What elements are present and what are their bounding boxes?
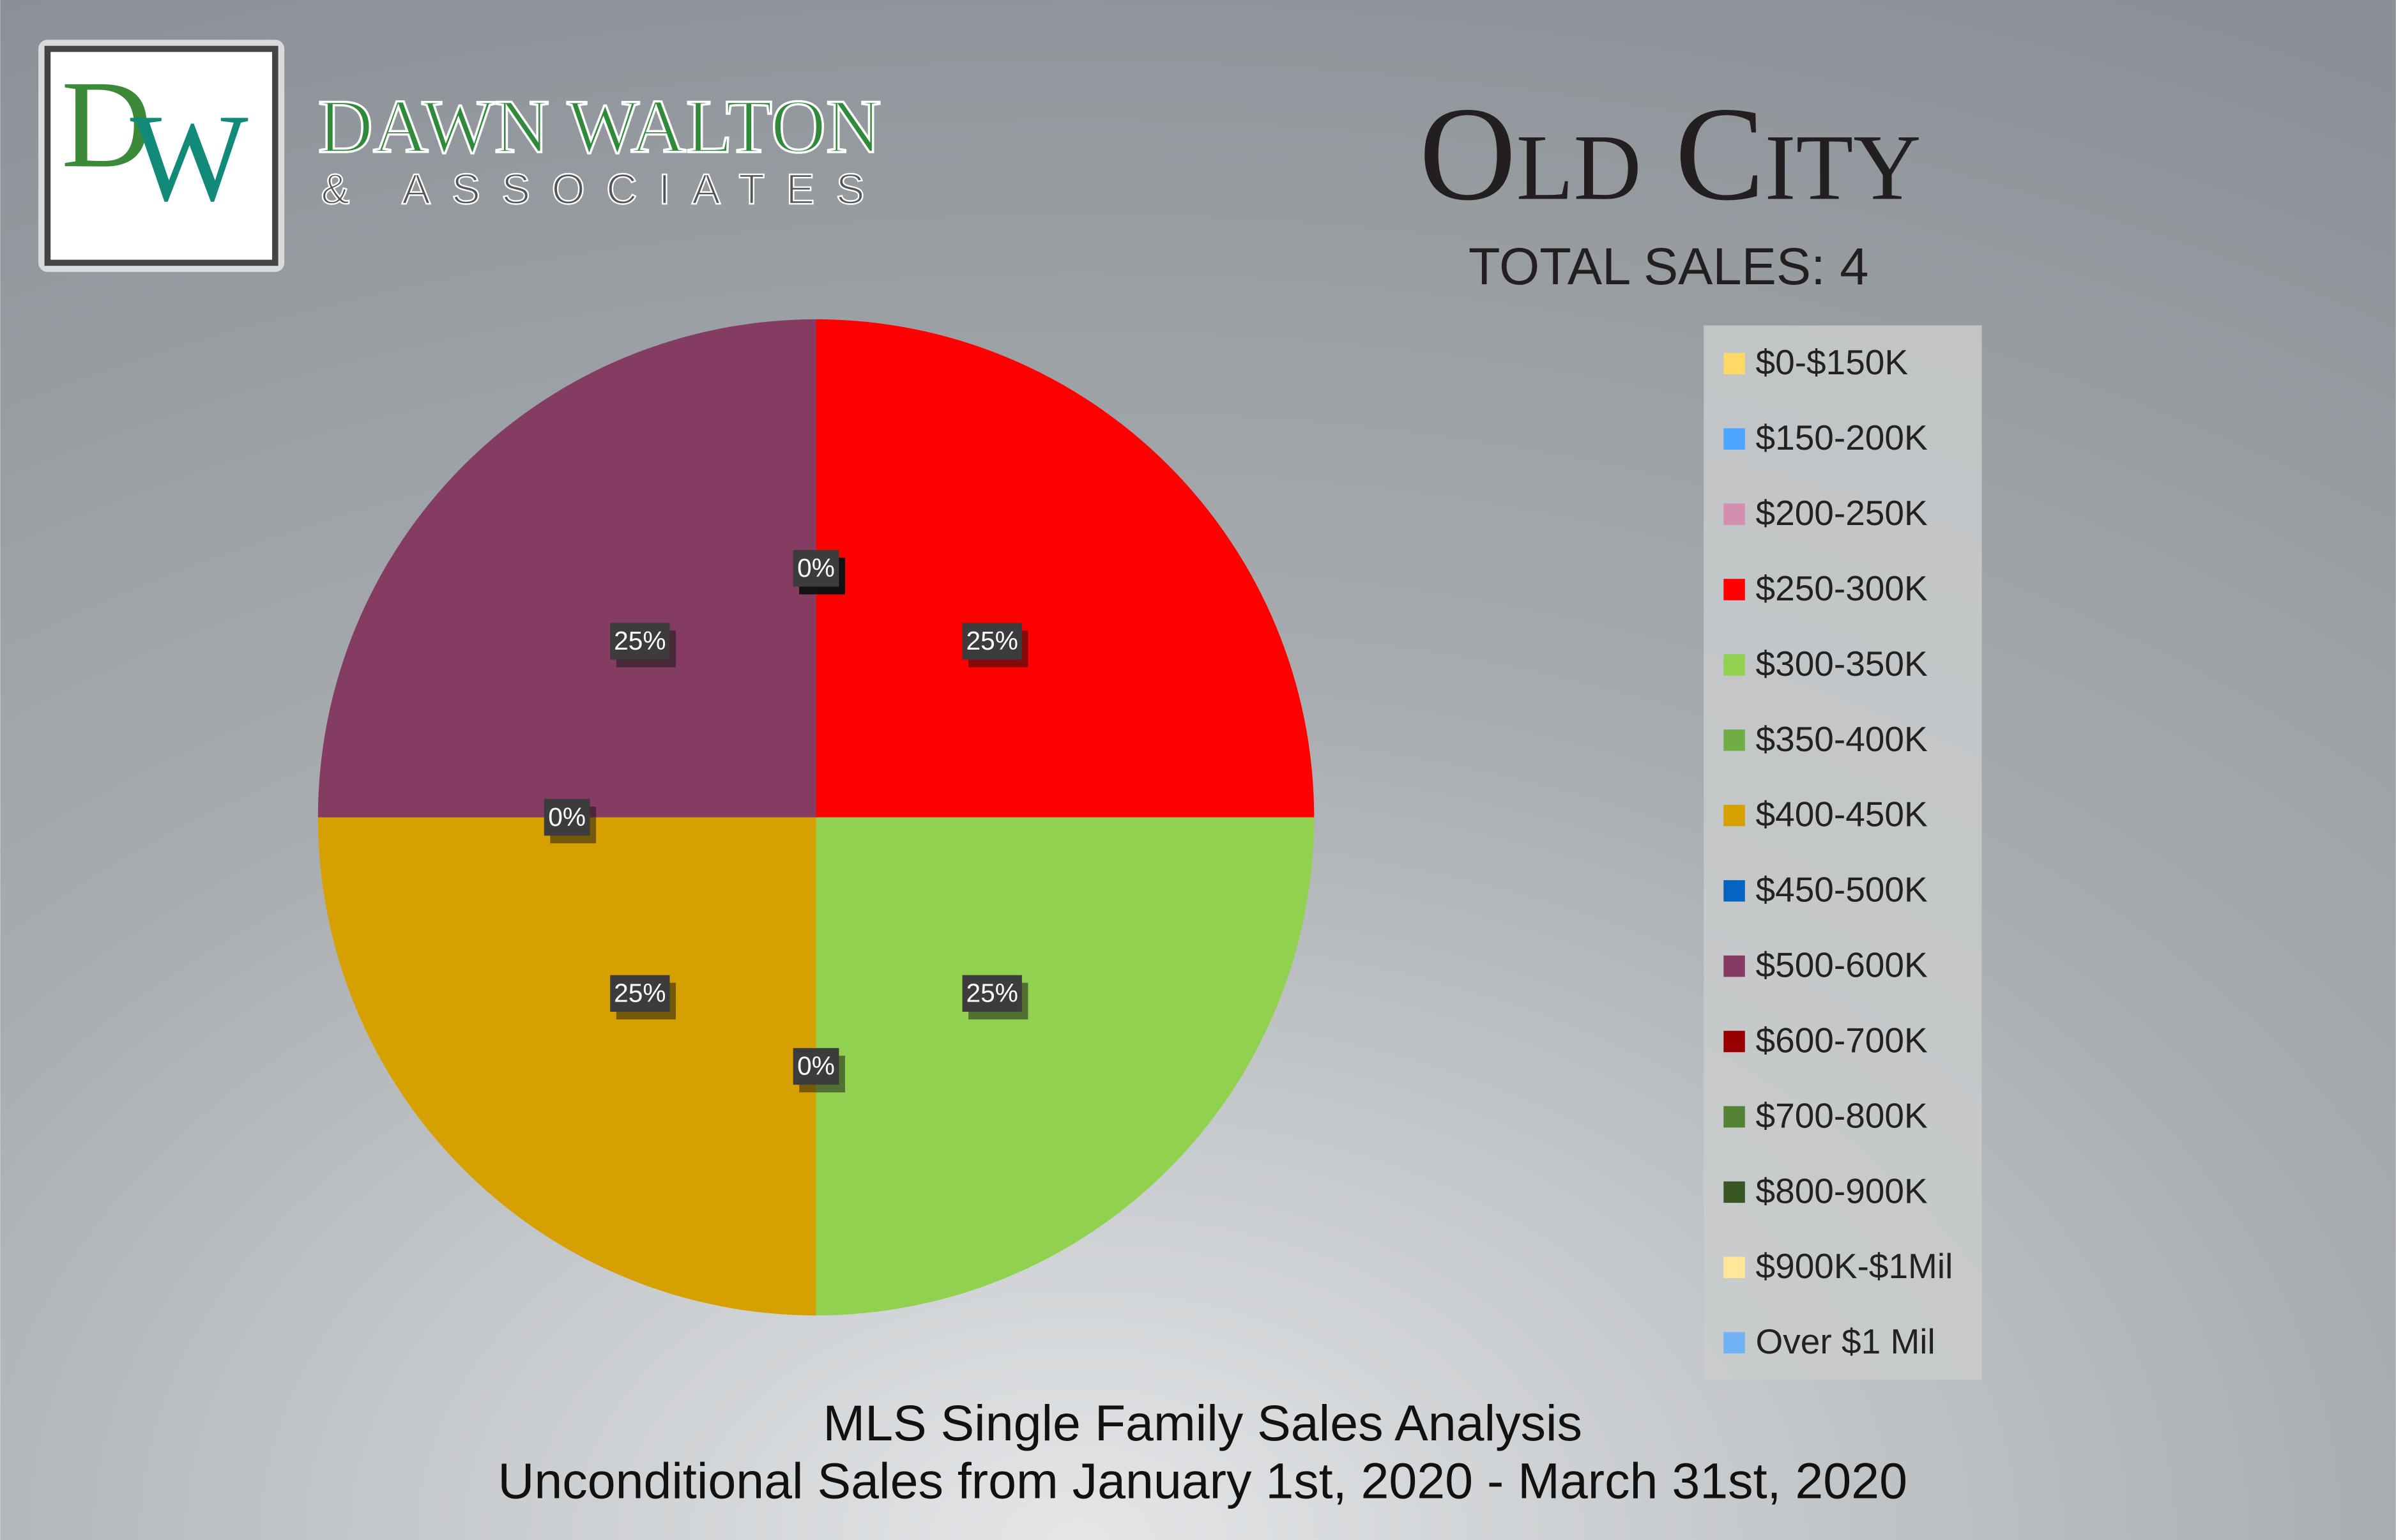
chart-title: Old City [1419, 79, 1921, 228]
chart-subtitle: TOTAL SALES: 4 [1469, 238, 1869, 296]
legend-label: $600-700K [1756, 1020, 1928, 1060]
logo-letter: D [61, 55, 152, 194]
legend-box [1704, 325, 1982, 1380]
pie-slice [317, 817, 816, 1316]
data-label: 25% [614, 626, 666, 655]
legend-label: $900K-$1Mil [1756, 1246, 1953, 1286]
pie-slice [317, 319, 816, 818]
legend-swatch [1723, 654, 1745, 676]
legend-label: $350-400K [1756, 719, 1928, 759]
legend-swatch [1723, 353, 1745, 375]
legend-label: Over $1 Mil [1756, 1322, 1935, 1361]
data-label: 0% [797, 553, 835, 583]
legend-swatch [1723, 1106, 1745, 1128]
label-box [793, 550, 839, 587]
pie-slice [816, 817, 1315, 1316]
data-label: 0% [548, 802, 586, 832]
label-box [544, 798, 590, 836]
legend-label: $800-900K [1756, 1171, 1928, 1210]
label-box [610, 623, 670, 660]
legend-swatch [1723, 1030, 1745, 1053]
data-label: 0% [797, 1051, 835, 1081]
footer-line: MLS Single Family Sales Analysis [823, 1395, 1582, 1451]
legend-swatch [1723, 428, 1745, 450]
legend-label: $200-250K [1756, 493, 1928, 533]
label-box [962, 975, 1022, 1012]
brand-name: DAWN WALTON [318, 84, 881, 169]
legend-swatch [1723, 729, 1745, 751]
legend-swatch [1723, 503, 1745, 525]
label-box [793, 1048, 839, 1085]
legend-label: $0-$150K [1756, 342, 1909, 382]
legend-label: $150-200K [1756, 418, 1928, 457]
legend-label: $450-500K [1756, 870, 1928, 910]
footer-line: Unconditional Sales from January 1st, 20… [498, 1453, 1907, 1509]
data-label: 25% [966, 626, 1018, 655]
legend-label: $500-600K [1756, 945, 1928, 985]
legend-label: $700-800K [1756, 1095, 1928, 1135]
legend-swatch [1723, 955, 1745, 977]
legend-swatch [1723, 1256, 1745, 1279]
legend-swatch [1723, 805, 1745, 827]
legend-swatch [1723, 880, 1745, 902]
data-label: 25% [966, 978, 1018, 1007]
logo-box [44, 45, 279, 266]
legend-label: $300-350K [1756, 644, 1928, 683]
label-box [962, 623, 1022, 660]
label-box [610, 975, 670, 1012]
brand-subname: & ASSOCIATES [321, 165, 886, 213]
legend-swatch [1723, 1332, 1745, 1353]
legend-swatch [1723, 579, 1745, 600]
data-label: 25% [614, 978, 666, 1007]
legend-label: $400-450K [1756, 795, 1928, 834]
pie-slice [816, 319, 1315, 818]
legend-label: $250-300K [1756, 568, 1928, 608]
legend-swatch [1723, 1181, 1745, 1203]
logo-letter: W [130, 89, 248, 227]
